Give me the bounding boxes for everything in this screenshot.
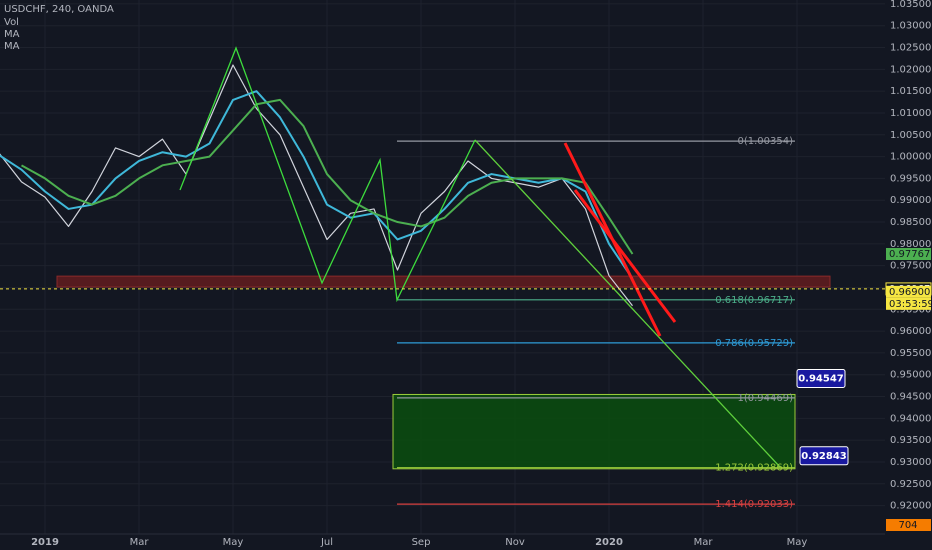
zone — [392, 393, 796, 470]
callout-label: 0.94547 — [798, 373, 844, 384]
x-tick-label: 2019 — [31, 537, 59, 548]
y-tick-label: 0.95000 — [890, 370, 931, 381]
indicator: Vol — [4, 17, 19, 28]
fib-label: 0.618(0.96717) — [715, 295, 793, 306]
y-tick-label: 0.92000 — [890, 501, 931, 512]
x-tick-label: May — [223, 537, 244, 548]
y-tick-label: 0.94000 — [890, 413, 931, 424]
price-tag-label: 0.97767 — [889, 249, 930, 260]
y-tick-label: 0.97500 — [890, 261, 931, 272]
y-tick-label: 1.01000 — [890, 108, 931, 119]
price-tag-label: 0.96900 — [889, 287, 930, 298]
symbol: USDCHF, 240, OANDA — [4, 4, 114, 15]
y-tick-label: 0.99000 — [890, 195, 931, 206]
y-tick-label: 1.03000 — [890, 21, 931, 32]
fib-label: 1.272(0.92869) — [715, 463, 793, 474]
callout-label: 0.92843 — [801, 451, 847, 462]
price-axis — [885, 0, 932, 535]
callout-box — [796, 368, 846, 388]
y-tick-label: 0.95500 — [890, 348, 931, 359]
y-tick-label: 0.92500 — [890, 479, 931, 490]
y-tick-label: 0.99500 — [890, 173, 931, 184]
x-tick-label: Sep — [412, 537, 431, 548]
x-tick-label: Mar — [694, 537, 714, 548]
price-line — [0, 64, 633, 307]
price-tag — [886, 248, 931, 261]
fib-label: 0(1.00354) — [737, 136, 793, 147]
drawings — [179, 46, 781, 468]
y-tick-label: 0.93500 — [890, 435, 931, 446]
price-tag — [886, 285, 931, 298]
trend-line — [573, 189, 677, 323]
indicator: MA — [4, 29, 20, 40]
volume-label: 704 — [898, 520, 917, 531]
x-tick-label: May — [787, 537, 808, 548]
x-tick-label: Mar — [130, 537, 150, 548]
x-tick-label: Nov — [505, 537, 525, 548]
y-tick-label: 1.01500 — [890, 86, 931, 97]
y-tick-label: 0.98500 — [890, 217, 931, 228]
x-tick-label: 2020 — [595, 537, 623, 548]
y-tick-label: 1.02500 — [890, 43, 931, 54]
y-tick-label: 0.96000 — [890, 326, 931, 337]
indicator: MA — [4, 41, 20, 52]
y-tick-label: 1.00000 — [890, 152, 931, 163]
y-tick-label: 0.98000 — [890, 239, 931, 250]
countdown: 03:53:59 — [889, 299, 932, 310]
callout-box — [799, 446, 849, 466]
y-tick-label: 1.00500 — [890, 130, 931, 141]
fib-label: 1.414(0.92033) — [715, 499, 793, 510]
volume-tag — [886, 519, 931, 531]
y-tick-label: 0.94500 — [890, 392, 931, 403]
fib-label: 1(0.94469) — [737, 393, 793, 404]
y-tick-label: 1.03500 — [890, 0, 931, 10]
y-tick-label: 1.02000 — [890, 64, 931, 75]
fib-label: 0.786(0.95729) — [715, 338, 793, 349]
moving-average — [21, 98, 634, 255]
x-tick-label: Jul — [320, 537, 333, 548]
zigzag — [179, 46, 476, 303]
moving-average — [0, 90, 634, 280]
zone — [56, 275, 831, 288]
trend-line — [474, 139, 781, 468]
y-tick-label: 0.93000 — [890, 457, 931, 468]
countdown-tag — [886, 297, 931, 310]
